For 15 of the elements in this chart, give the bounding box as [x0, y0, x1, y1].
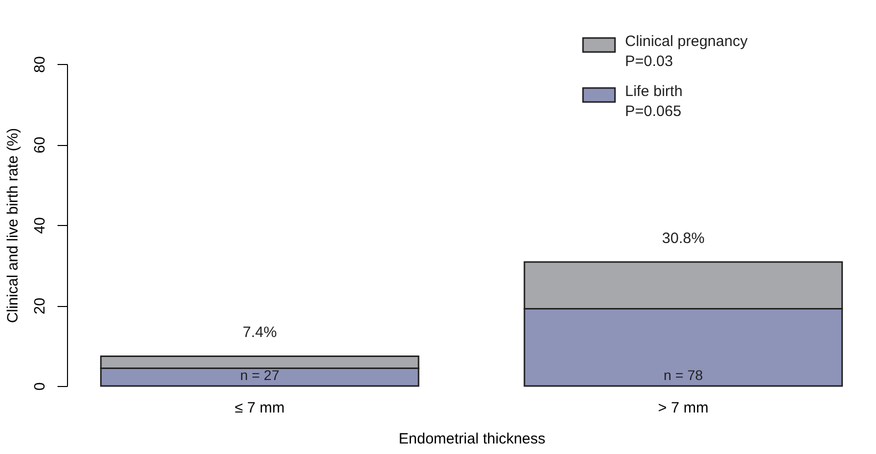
legend-label: Life birth P=0.065: [625, 83, 683, 120]
y-tick-label: 60: [32, 136, 48, 154]
y-tick-label: 80: [32, 56, 48, 73]
x-axis-title: Endometrial thickness: [398, 430, 546, 448]
total-label: 30.8%: [662, 230, 705, 248]
annotation: n = 27: [240, 367, 280, 383]
y-axis-title: Clinical and live birth rate (%): [4, 128, 22, 324]
x-tick-label: ≤ 7 mm: [234, 400, 285, 416]
annotation: n = 78: [664, 367, 704, 383]
legend-label: Clinical pregnancy P=0.03: [625, 33, 748, 70]
y-tick-label: 20: [32, 298, 48, 314]
x-tick-label: > 7 mm: [658, 400, 708, 416]
y-tick-label: 40: [32, 217, 48, 234]
y-tick-label: 0: [32, 382, 48, 391]
total-label: 7.4%: [242, 324, 277, 342]
